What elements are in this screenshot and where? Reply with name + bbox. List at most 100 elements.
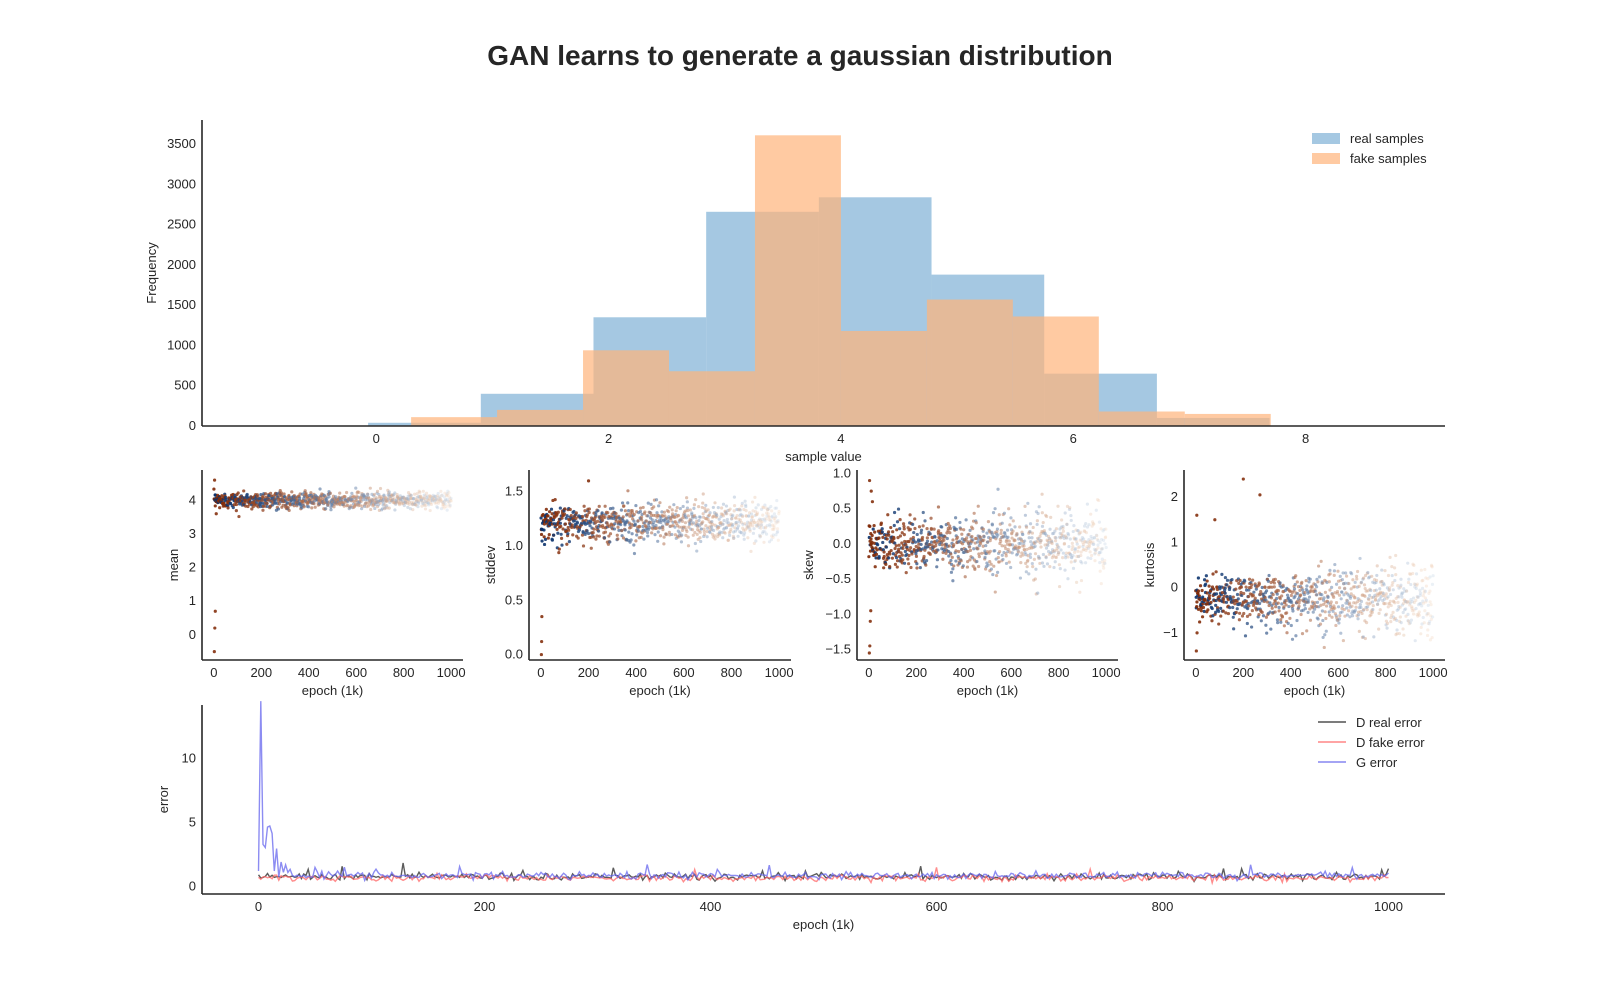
stddev-point (623, 528, 627, 532)
mean-point (413, 502, 417, 507)
mean-point (428, 495, 432, 499)
skew-point (1081, 540, 1085, 544)
skew-point (1049, 539, 1053, 543)
mean-point (344, 490, 349, 495)
stddev-point (724, 526, 728, 530)
kurtosis-point (1415, 583, 1419, 587)
mean-point (237, 514, 241, 519)
skew-point (1090, 553, 1094, 558)
kurtosis-point (1352, 610, 1356, 615)
skew-point (869, 537, 873, 541)
stddev-point (575, 521, 580, 525)
kurtosis-y-tick-label: 2 (1171, 489, 1178, 504)
stddev-point (713, 501, 717, 505)
kurtosis-point (1355, 569, 1360, 574)
skew-point (1067, 551, 1071, 555)
kurtosis-point (1403, 589, 1407, 593)
skew-point (1072, 524, 1076, 528)
kurtosis-point (1223, 586, 1227, 590)
mean-point (441, 500, 445, 505)
skew-point (1076, 549, 1080, 553)
stddev-point (737, 524, 741, 528)
mean-point (399, 496, 403, 500)
stddev-point (745, 525, 749, 529)
kurtosis-point (1366, 596, 1370, 601)
skew-point (1104, 527, 1108, 531)
skew-x-tick-label: 600 (1000, 665, 1022, 680)
kurtosis-point (1405, 601, 1409, 605)
skew-point (993, 549, 997, 553)
stddev-point (684, 533, 688, 537)
kurtosis-point (1214, 610, 1218, 614)
mean-point (405, 498, 409, 502)
skew-point (944, 551, 948, 555)
kurtosis-point (1319, 596, 1323, 601)
skew-point (1103, 536, 1107, 540)
mean-point (371, 504, 375, 508)
skew-point (1081, 544, 1085, 548)
stddev-point (734, 516, 738, 520)
kurtosis-point (1393, 566, 1397, 570)
mean-point (285, 501, 290, 505)
kurtosis-point (1357, 606, 1361, 610)
skew-point (1014, 544, 1018, 548)
mean-point (381, 503, 385, 507)
kurtosis-point (1380, 568, 1384, 572)
mean-point (384, 499, 388, 503)
skew-point (982, 535, 986, 539)
skew-point (1061, 526, 1065, 530)
stddev-point (632, 519, 636, 523)
mean-point (415, 492, 419, 496)
mean-point (350, 491, 354, 495)
skew-point (1058, 536, 1063, 540)
kurtosis-point (1384, 612, 1389, 616)
mean-point (379, 508, 384, 512)
skew-point (1091, 540, 1095, 544)
mean-point (411, 508, 415, 512)
kurtosis-point (1195, 513, 1199, 517)
mean-point (375, 505, 380, 509)
kurtosis-point (1323, 610, 1327, 614)
kurtosis-point (1405, 589, 1409, 593)
mean-point (379, 497, 383, 501)
kurtosis-point (1359, 580, 1364, 584)
skew-point (913, 526, 917, 531)
skew-point (968, 558, 972, 562)
kurtosis-point (1195, 600, 1199, 604)
skew-point (1069, 513, 1073, 518)
kurtosis-point (1278, 597, 1282, 601)
skew-point (954, 549, 958, 553)
mean-point (439, 497, 443, 502)
kurtosis-point (1344, 574, 1349, 578)
stddev-point (559, 532, 563, 536)
stddev-point (734, 521, 738, 525)
histogram-x-tick-label: 6 (1070, 431, 1077, 446)
kurtosis-point (1324, 604, 1329, 608)
skew-point (1096, 539, 1100, 543)
error-x-axis-label: epoch (1k) (793, 917, 854, 932)
kurtosis-point (1383, 601, 1388, 606)
kurtosis-point (1374, 595, 1378, 599)
stddev-point (761, 505, 765, 509)
skew-point (1075, 554, 1079, 559)
kurtosis-point (1242, 611, 1246, 616)
mean-point (407, 500, 411, 504)
stddev-point (743, 531, 747, 535)
kurtosis-point (1426, 603, 1430, 607)
skew-point (885, 537, 889, 541)
stddev-point (714, 512, 718, 516)
mean-x-tick-label: 1000 (437, 665, 466, 680)
mean-point (417, 489, 421, 493)
stddev-point (731, 513, 735, 517)
histogram-bar-fake (583, 350, 669, 426)
stddev-point (764, 532, 769, 536)
stddev-point (726, 538, 730, 542)
skew-point (1048, 565, 1052, 569)
skew-point (1040, 511, 1044, 515)
kurtosis-point (1419, 601, 1423, 606)
kurtosis-point (1400, 595, 1404, 599)
mean-point (425, 498, 429, 502)
kurtosis-point (1332, 573, 1336, 578)
kurtosis-point (1358, 556, 1362, 561)
skew-point (1075, 540, 1079, 544)
